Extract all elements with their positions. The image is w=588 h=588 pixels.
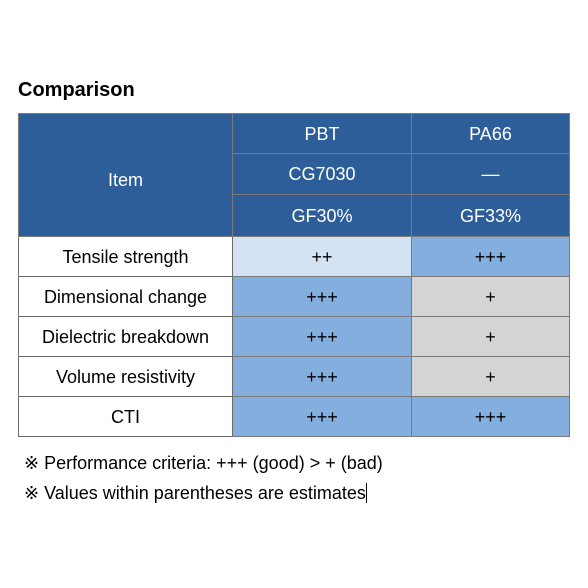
header-row-filler: GF30% GF33% [19,194,570,237]
footnote-text: ※ Values within parentheses are estimate… [24,483,366,503]
header-row-grade: CG7030 — [19,153,570,195]
rating-cell: + [411,356,570,397]
rating-cell: + [411,316,570,357]
column-header-material: PBT [232,113,412,154]
rating-cell: +++ [411,236,570,277]
rating-cell: +++ [232,396,412,437]
rating-cell: +++ [232,356,412,397]
rating-cell: ++ [232,236,412,277]
row-label: Tensile strength [18,236,233,277]
table-row: Volume resistivity +++ + [18,356,570,397]
rating-cell: +++ [232,276,412,317]
row-label: Dimensional change [18,276,233,317]
table-row: Dimensional change +++ + [18,276,570,317]
column-header-filler: GF33% [411,194,570,237]
footnotes: ※ Performance criteria: +++ (good) > + (… [24,448,383,508]
footnote-text: ※ Performance criteria: +++ (good) > + (… [24,453,383,473]
column-header-filler: GF30% [232,194,412,237]
text-cursor [365,483,367,503]
page-title: Comparison [18,79,135,101]
column-header-grade: CG7030 [232,153,412,195]
table-row: Tensile strength ++ +++ [18,236,570,277]
column-header-grade: — [411,153,570,195]
header-row-material: Item PBT PA66 [18,113,570,237]
item-header: Item [18,113,233,237]
rating-cell: +++ [232,316,412,357]
footnote-performance-criteria: ※ Performance criteria: +++ (good) > + (… [24,448,383,478]
table-row: Dielectric breakdown +++ + [18,316,570,357]
rating-cell: +++ [411,396,570,437]
column-header-material: PA66 [411,113,570,154]
footnote-estimates[interactable]: ※ Values within parentheses are estimate… [24,478,383,508]
table-row: CTI +++ +++ [18,396,570,437]
row-label: CTI [18,396,233,437]
row-label: Dielectric breakdown [18,316,233,357]
comparison-table: Item PBT PA66 CG7030 — GF30% GF33% Tensi… [18,113,570,437]
rating-cell: + [411,276,570,317]
row-label: Volume resistivity [18,356,233,397]
